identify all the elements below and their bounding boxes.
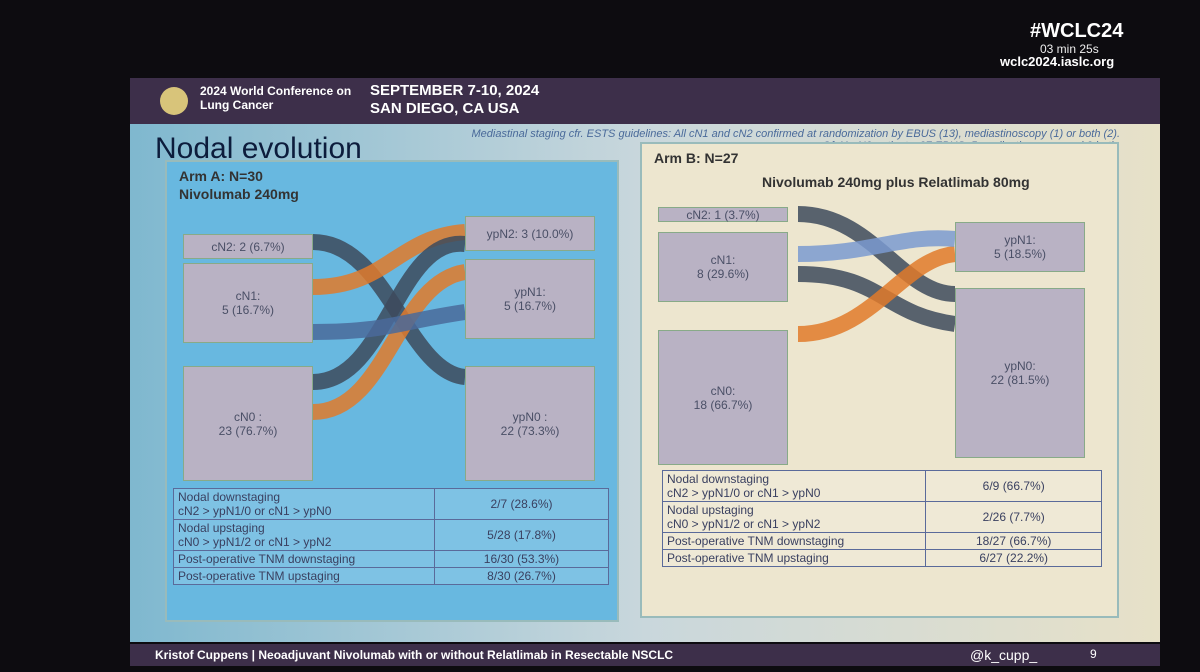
- table-cell: 6/9 (66.7%): [925, 470, 1102, 502]
- footer-band: Kristof Cuppens | Neoadjuvant Nivolumab …: [130, 644, 1160, 666]
- row-sublabel: cN2 > ypN1/0 or cN1 > ypN0: [667, 486, 821, 500]
- flow: [797, 230, 956, 262]
- flow: [312, 224, 466, 295]
- row-label: Nodal downstaging: [178, 490, 281, 504]
- row-label: Post-operative TNM downstaging: [667, 534, 845, 548]
- table-cell: 16/30 (53.3%): [434, 550, 609, 568]
- table-cell: 18/27 (66.7%): [925, 532, 1102, 550]
- table-row: Nodal upstaging cN0 > ypN1/2 or cN1 > ypN…: [173, 519, 609, 551]
- arm-treatment: Nivolumab 240mg: [179, 186, 299, 202]
- table-cell: 5/28 (17.8%): [434, 519, 609, 551]
- node-label: cN0:: [710, 383, 736, 398]
- arm-name: Arm B: N=27: [654, 150, 739, 166]
- table-cell: Nodal downstaging cN2 > ypN1/0 or cN1 > y…: [173, 488, 435, 520]
- flow: [312, 264, 467, 420]
- node: cN0: 18 (66.7%): [658, 330, 788, 465]
- node-label: 22 (81.5%): [990, 373, 1050, 387]
- row-label: Nodal upstaging: [178, 521, 265, 535]
- row-sublabel: cN0 > ypN1/2 or cN1 > ypN2: [667, 517, 821, 531]
- node: ypN2: 3 (10.0%): [465, 216, 595, 251]
- node-label: 5 (16.7%): [221, 303, 275, 317]
- node: cN1: 5 (16.7%): [183, 263, 313, 343]
- node: ypN1: 5 (18.5%): [955, 222, 1085, 272]
- table-cell: Post-operative TNM upstaging: [661, 549, 927, 567]
- node: cN2: 1 (3.7%): [658, 207, 788, 222]
- node-label: cN2: 2 (6.7%): [211, 239, 285, 254]
- node-label: cN0 :: [233, 409, 262, 424]
- flow: [797, 246, 957, 342]
- arm-panel: Arm A: N=30 Nivolumab 240mg cN2: 2 (6.7%) c…: [165, 160, 619, 622]
- flow: [312, 235, 466, 390]
- row-label: Post-operative TNM upstaging: [178, 569, 340, 583]
- table-cell: Nodal upstaging cN0 > ypN1/2 or cN1 > ypN…: [173, 519, 435, 551]
- table-row: Post-operative TNM downstaging 16/30 (53.…: [173, 550, 609, 568]
- timer: 03 min 25s: [1040, 42, 1099, 56]
- table-cell: 2/7 (28.6%): [434, 488, 609, 520]
- table-cell: 2/26 (7.7%): [925, 501, 1102, 533]
- arm-name: Arm A: N=30: [179, 168, 263, 184]
- table-row: Nodal upstaging cN0 > ypN1/2 or cN1 > ypN…: [661, 501, 1102, 533]
- node-label: ypN0 :: [512, 409, 548, 424]
- header-band: 2024 World Conference on Lung Cancer SEP…: [130, 78, 1160, 124]
- node: ypN0: 22 (81.5%): [955, 288, 1085, 458]
- row-label: Nodal downstaging: [667, 472, 770, 486]
- table-row: Post-operative TNM upstaging 8/30 (26.7%): [173, 567, 609, 585]
- row-label: Post-operative TNM downstaging: [178, 552, 356, 566]
- slide-title: Nodal evolution: [155, 132, 362, 165]
- node: ypN1: 5 (16.7%): [465, 259, 595, 339]
- table-row: Post-operative TNM downstaging 18/27 (66.…: [661, 532, 1102, 550]
- dates: SEPTEMBER 7-10, 2024: [370, 82, 540, 99]
- flows: [797, 206, 957, 342]
- handle: @k_cupp_: [970, 647, 1038, 663]
- row-label: Post-operative TNM upstaging: [667, 551, 829, 565]
- page-number: 9: [1090, 647, 1097, 661]
- table-cell: 8/30 (26.7%): [434, 567, 609, 585]
- table-cell: Nodal upstaging cN0 > ypN1/2 or cN1 > ypN…: [661, 501, 927, 533]
- node-label: ypN1:: [514, 285, 546, 299]
- node-label: 22 (73.3%): [500, 423, 560, 438]
- logo: [160, 87, 188, 115]
- node-label: cN2: 1 (3.7%): [686, 207, 760, 222]
- arm-treatment: Nivolumab 240mg plus Relatlimab 80mg: [762, 174, 1030, 190]
- flows: [312, 224, 467, 420]
- node-label: ypN0:: [1004, 359, 1036, 373]
- node-label: 8 (29.6%): [696, 267, 750, 281]
- node: ypN0 :22 (73.3%): [465, 366, 595, 481]
- node-label: ypN2: 3 (10.0%): [486, 226, 574, 241]
- table-cell: Post-operative TNM downstaging: [661, 532, 927, 550]
- table-row: Post-operative TNM upstaging 6/27 (22.2%): [661, 549, 1102, 567]
- node: cN0 :23 (76.7%): [183, 366, 313, 481]
- node: cN2: 2 (6.7%): [183, 234, 313, 259]
- summary-table: Nodal downstaging cN2 > ypN1/0 or cN1 > y…: [661, 470, 1102, 567]
- table-cell: Nodal downstaging cN2 > ypN1/0 or cN1 > y…: [661, 470, 927, 502]
- table-cell: Post-operative TNM downstaging: [173, 550, 435, 568]
- footer-text: Kristof Cuppens | Neoadjuvant Nivolumab …: [155, 648, 674, 662]
- node-label: cN1:: [710, 253, 736, 267]
- url: wclc2024.iaslc.org: [1000, 54, 1115, 69]
- flow: [312, 304, 467, 340]
- node-label: ypN1:: [1004, 233, 1036, 247]
- table-row: Nodal downstaging cN2 > ypN1/0 or cN1 > y…: [173, 488, 609, 520]
- node-label: 23 (76.7%): [218, 423, 278, 438]
- table-cell: 6/27 (22.2%): [925, 549, 1102, 567]
- row-sublabel: cN0 > ypN1/2 or cN1 > ypN2: [178, 535, 332, 549]
- node-label: 18 (66.7%): [693, 397, 753, 412]
- location: SAN DIEGO, CA USA: [370, 100, 520, 117]
- row-sublabel: cN2 > ypN1/0 or cN1 > ypN0: [178, 504, 332, 518]
- conference: 2024 World Conference on Lung Cancer: [200, 84, 352, 112]
- arm-panel: Arm B: N=27 Nivolumab 240mg plus Relatlim…: [640, 142, 1119, 618]
- summary-table: Nodal downstaging cN2 > ypN1/0 or cN1 > y…: [173, 488, 609, 585]
- flow: [797, 206, 956, 302]
- table-cell: Post-operative TNM upstaging: [173, 567, 435, 585]
- row-label: Nodal upstaging: [667, 503, 754, 517]
- table-row: Nodal downstaging cN2 > ypN1/0 or cN1 > y…: [661, 470, 1102, 502]
- node-label: 5 (16.7%): [503, 299, 557, 313]
- node-label: 5 (18.5%): [993, 247, 1047, 261]
- hashtag: #WCLC24: [1030, 20, 1124, 42]
- node: cN1: 8 (29.6%): [658, 232, 788, 302]
- node-label: cN1:: [235, 289, 261, 303]
